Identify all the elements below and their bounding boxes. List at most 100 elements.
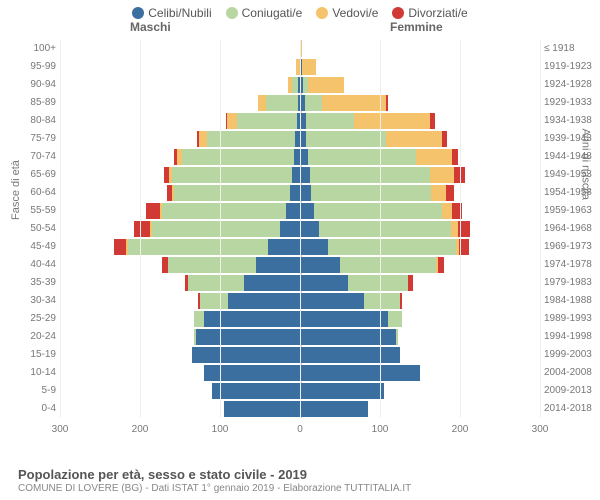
x-tick: 100 (212, 424, 229, 435)
bar-segment (200, 293, 228, 309)
legend-item: Coniugati/e (226, 6, 303, 20)
legend-swatch (392, 7, 404, 19)
bar-segment (386, 95, 388, 111)
female-bar (300, 383, 384, 399)
female-bar (300, 347, 400, 363)
male-bar (194, 311, 300, 327)
legend-item: Divorziati/e (392, 6, 467, 20)
chart-title: Popolazione per età, sesso e stato civil… (18, 467, 411, 482)
age-label: 20-24 (18, 331, 56, 342)
female-bar (300, 113, 435, 129)
female-bar (300, 239, 469, 255)
bar-segment (227, 113, 237, 129)
female-bar (300, 293, 402, 309)
bar-segment (300, 347, 400, 363)
legend-label: Celibi/Nubili (148, 6, 211, 20)
bar-segment (194, 311, 204, 327)
birth-year-label: 1939-1943 (544, 133, 600, 144)
bar-segment (290, 185, 300, 201)
birth-year-label: 1949-1953 (544, 169, 600, 180)
age-label: 5-9 (18, 385, 56, 396)
bar-segment (300, 311, 388, 327)
male-bar (164, 167, 300, 183)
bar-segment (268, 239, 300, 255)
birth-year-label: 1959-1963 (544, 205, 600, 216)
grid-line (220, 40, 221, 418)
birth-year-label: 1919-1923 (544, 61, 600, 72)
birth-year-label: 1934-1938 (544, 115, 600, 126)
female-bar (300, 401, 368, 417)
grid-line (460, 40, 461, 418)
gender-headers: Maschi Femmine (0, 20, 600, 36)
bar-segment (300, 365, 420, 381)
male-bar (146, 203, 300, 219)
legend-swatch (132, 7, 144, 19)
bar-segment (306, 131, 386, 147)
male-bar (192, 347, 300, 363)
male-bar (204, 365, 300, 381)
x-tick: 100 (372, 424, 389, 435)
bar-segment (182, 149, 294, 165)
birth-year-label: 1929-1933 (544, 97, 600, 108)
male-bar (167, 185, 300, 201)
male-bar (185, 275, 300, 291)
age-label: 0-4 (18, 403, 56, 414)
female-bar (300, 167, 465, 183)
grid-line (300, 40, 301, 418)
x-tick: 200 (452, 424, 469, 435)
age-label: 100+ (18, 43, 56, 54)
bar-segment (431, 185, 445, 201)
female-bar (300, 365, 420, 381)
bar-segment (416, 149, 452, 165)
male-bar (197, 131, 300, 147)
birth-year-label: 1924-1928 (544, 79, 600, 90)
male-bar (212, 383, 300, 399)
age-label: 30-34 (18, 295, 56, 306)
bar-segment (300, 401, 368, 417)
bar-segment (314, 203, 442, 219)
bar-segment (302, 59, 316, 75)
bar-segment (388, 311, 402, 327)
bar-segment (354, 113, 430, 129)
bar-segment (300, 203, 314, 219)
chart-footer: Popolazione per età, sesso e stato civil… (18, 467, 411, 494)
birth-year-label: 2014-2018 (544, 403, 600, 414)
bar-segment (204, 365, 300, 381)
bar-segment (328, 239, 456, 255)
male-bar (288, 77, 300, 93)
birth-year-label: 1964-1968 (544, 223, 600, 234)
bar-segment (228, 293, 300, 309)
population-pyramid: Celibi/NubiliConiugati/eVedovi/eDivorzia… (0, 0, 600, 500)
age-label: 80-84 (18, 115, 56, 126)
female-bar (300, 77, 344, 93)
male-bar (114, 239, 300, 255)
age-label: 85-89 (18, 97, 56, 108)
birth-year-label: 1974-1978 (544, 259, 600, 270)
legend-swatch (316, 7, 328, 19)
bar-segment (442, 203, 452, 219)
bar-segment (430, 113, 435, 129)
grid-line (60, 40, 61, 418)
birth-year-label: 1944-1948 (544, 151, 600, 162)
grid-line (380, 40, 381, 418)
age-label: 90-94 (18, 79, 56, 90)
x-tick: 300 (532, 424, 549, 435)
bar-segment (300, 239, 328, 255)
bar-segment (152, 221, 280, 237)
bar-segment (204, 311, 300, 327)
bar-segment (308, 77, 344, 93)
female-bar (300, 59, 316, 75)
age-label: 55-59 (18, 205, 56, 216)
legend: Celibi/NubiliConiugati/eVedovi/eDivorzia… (0, 0, 600, 20)
bar-segment (340, 257, 436, 273)
bar-segment (292, 167, 300, 183)
bar-segment (300, 167, 310, 183)
bar-segment (300, 185, 311, 201)
bar-segment (134, 221, 150, 237)
male-bar (134, 221, 300, 237)
bar-segment (212, 383, 300, 399)
bar-segment (174, 185, 290, 201)
male-bar (224, 401, 300, 417)
female-bar (300, 275, 413, 291)
birth-year-label: 1999-2003 (544, 349, 600, 360)
